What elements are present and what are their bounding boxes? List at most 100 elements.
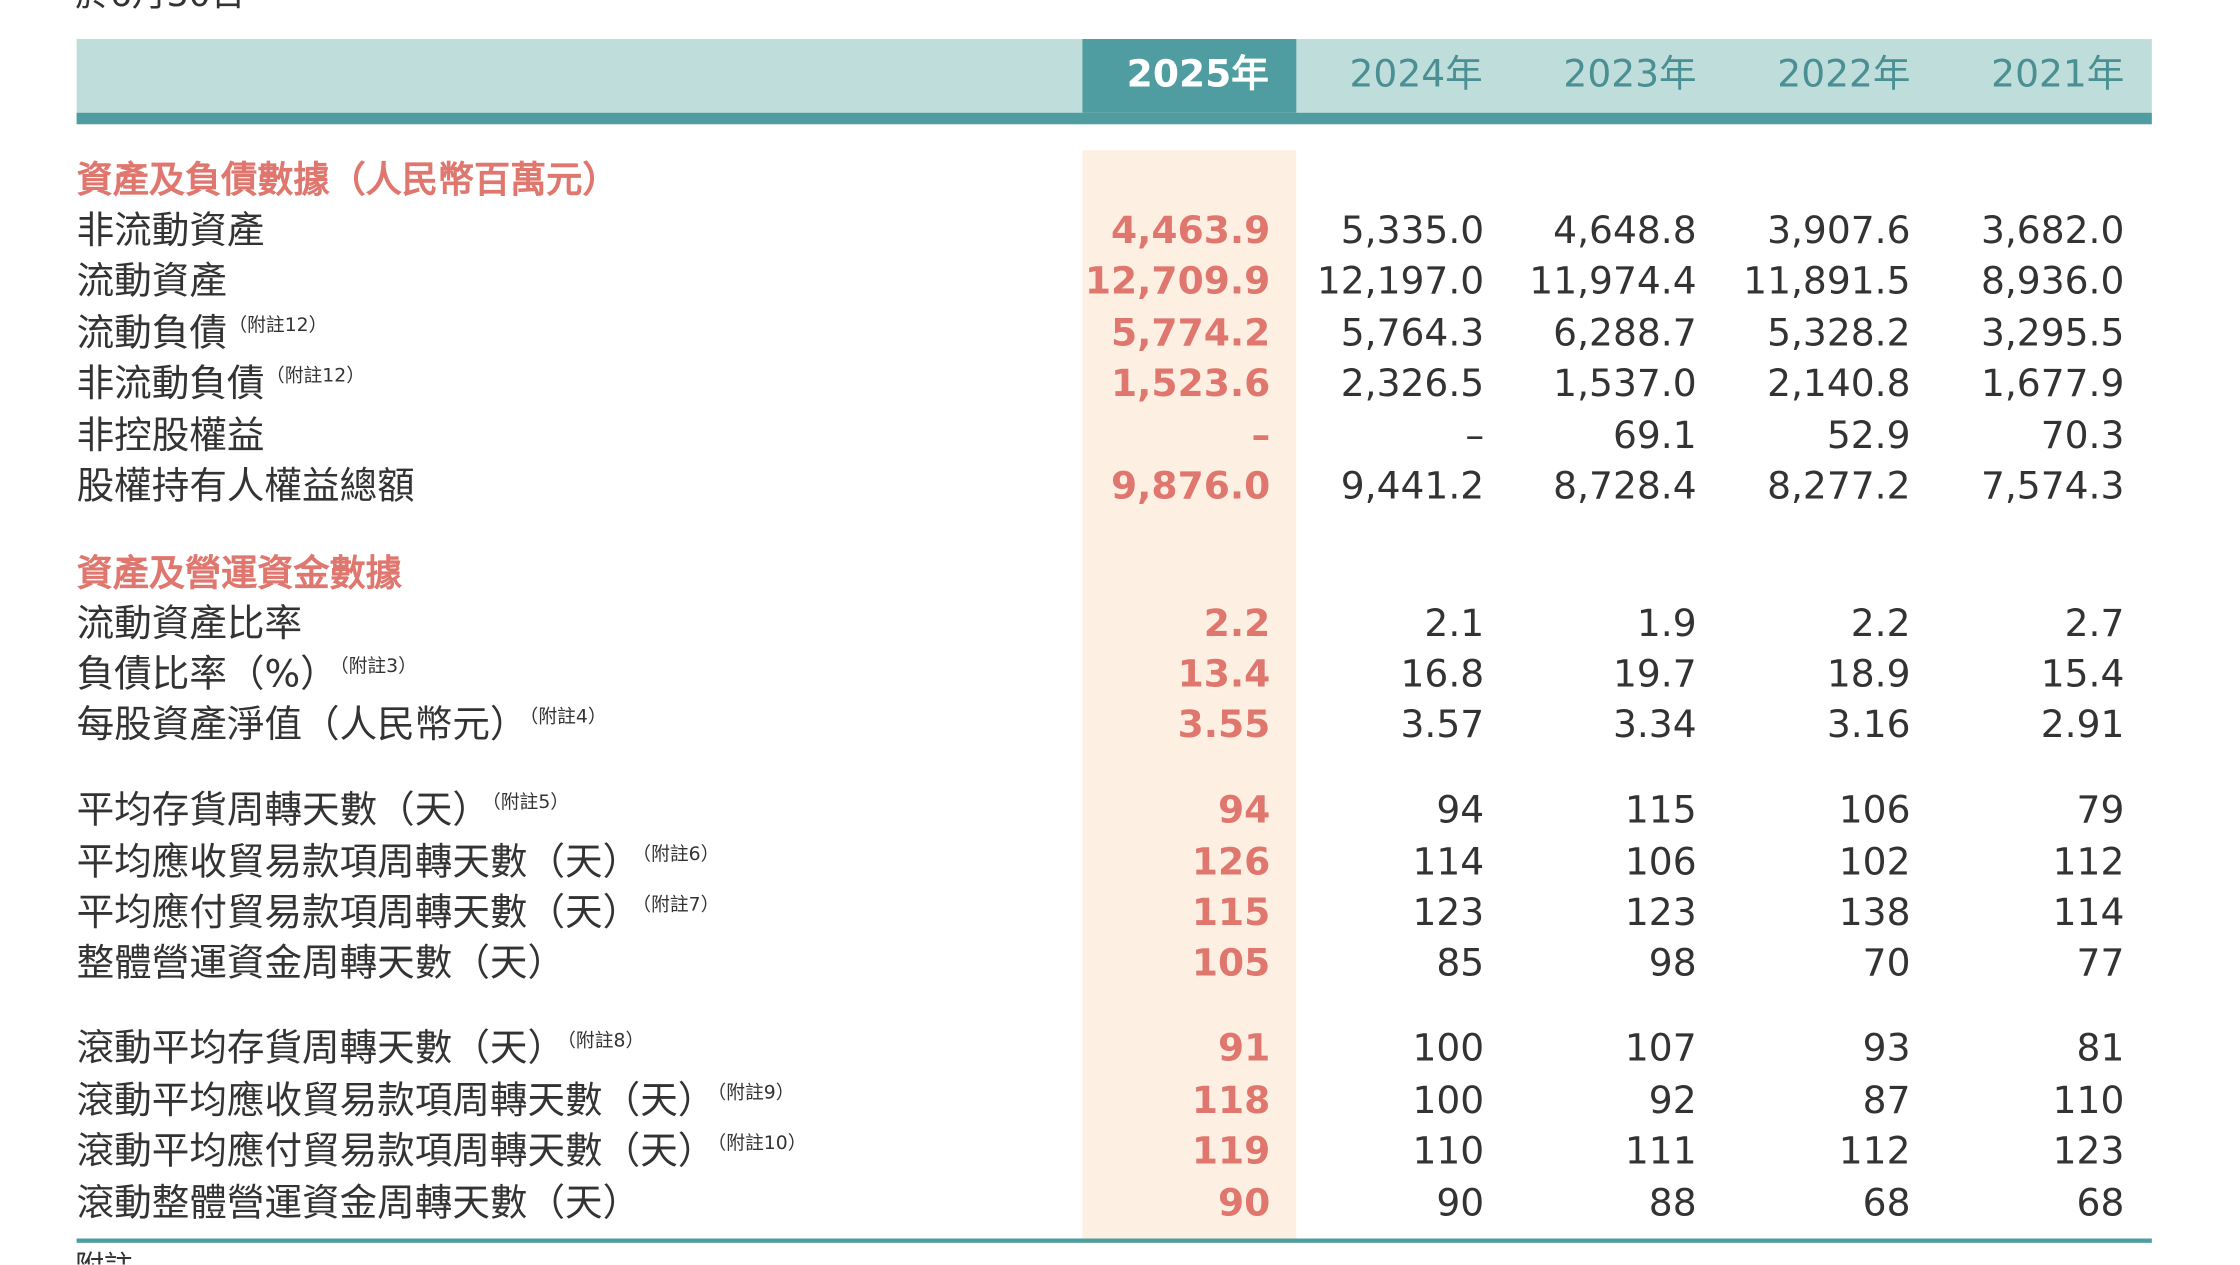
value-cell: 5,335.0: [1340, 208, 1485, 253]
row-label: 整體營運資金周轉天數（天）: [77, 939, 565, 990]
value-cell: 18.9: [1826, 652, 1911, 696]
current-year-value-cell: 13.4: [1177, 652, 1271, 696]
row-label: 每股資產淨值（人民幣元）（附註4）: [77, 700, 607, 751]
row-label: 流動資產: [77, 257, 227, 308]
row-footnote-ref: （附註6）: [641, 843, 720, 865]
value-cell: 3.16: [1826, 703, 1911, 747]
value-cell: 1.9: [1636, 601, 1697, 646]
value-cell: 3.34: [1612, 703, 1697, 747]
year-header-2: 2023年: [1563, 53, 1697, 97]
row-label-text: 非控股權益: [76, 414, 265, 458]
value-cell: 8,728.4: [1553, 464, 1697, 508]
current-year-header-highlight: [1082, 39, 1297, 113]
row-label-text: 平均應收貿易款項周轉天數（天）: [76, 840, 641, 884]
value-cell: 94: [1436, 788, 1485, 832]
value-cell: 3,682.0: [1980, 208, 2125, 253]
current-year-value-cell: 90: [1217, 1181, 1271, 1225]
row-label-text: 平均存貨周轉天數（天）: [76, 788, 490, 832]
value-cell: 9,441.2: [1340, 464, 1485, 508]
row-label: 平均應收貿易款項周轉天數（天）（附註6）: [77, 837, 720, 888]
value-cell: 2,140.8: [1767, 362, 1911, 406]
footnote-heading-cutoff: 附註: [75, 1252, 133, 1265]
current-year-value-cell: 1,523.6: [1111, 362, 1271, 406]
value-cell: 112: [1838, 1129, 1911, 1173]
row-label-text: 非流動負債: [76, 362, 265, 406]
row-label-text: 流動負債: [76, 311, 227, 355]
current-year-value-cell: 94: [1217, 788, 1271, 832]
row-label: 流動資產比率: [77, 599, 302, 650]
current-year-value-cell: 4,463.9: [1111, 208, 1271, 253]
row-footnote-ref: （附註10）: [716, 1132, 807, 1154]
section-title: 資產及營運資金數據: [76, 551, 402, 594]
cutoff-header-text: 於6月30日: [75, 0, 245, 9]
value-cell: 5,764.3: [1340, 311, 1485, 355]
row-label: 非流動資產: [77, 206, 265, 257]
row-label-text: 負債比率（%）: [76, 652, 338, 696]
table-bottom-rule: [76, 1238, 2152, 1243]
year-header-1: 2024年: [1349, 53, 1483, 97]
value-cell: 88: [1648, 1181, 1697, 1225]
row-label: 平均存貨周轉天數（天）（附註5）: [77, 785, 570, 836]
row-label: 滾動平均應收貿易款項周轉天數（天）（附註9）: [77, 1076, 795, 1127]
current-year-value-cell: –: [1251, 414, 1271, 458]
row-footnote-ref: （附註4）: [528, 705, 607, 728]
value-cell: 2,326.5: [1340, 362, 1485, 406]
row-label-text: 每股資產淨值（人民幣元）: [76, 703, 528, 747]
value-cell: 2.1: [1424, 601, 1485, 646]
current-year-value-cell: 118: [1191, 1078, 1271, 1123]
value-cell: 106: [1838, 788, 1911, 832]
row-label: 滾動平均應付貿易款項周轉天數（天）（附註10）: [77, 1127, 807, 1178]
value-cell: 8,936.0: [1980, 259, 2125, 303]
value-cell: 70.3: [2040, 414, 2125, 458]
row-label-text: 滾動平均存貨周轉天數（天）: [76, 1026, 566, 1071]
row-label-text: 流動資產比率: [76, 601, 303, 646]
value-cell: 3,295.5: [1980, 311, 2125, 355]
value-cell: 123: [1624, 890, 1697, 935]
current-year-value-cell: 3.55: [1177, 703, 1271, 747]
value-cell: 87: [1862, 1078, 1911, 1123]
row-footnote-ref: （附註5）: [491, 791, 570, 813]
current-year-value-cell: 9,876.0: [1111, 464, 1271, 508]
value-cell: 8,277.2: [1767, 464, 1911, 508]
value-cell: 92: [1648, 1078, 1697, 1123]
value-cell: 1,677.9: [1980, 362, 2125, 406]
row-footnote-ref: （附註3）: [339, 655, 417, 678]
value-cell: 110: [1412, 1129, 1485, 1173]
current-year-value-cell: 2.2: [1203, 601, 1271, 646]
row-footnote-ref: （附註12）: [265, 364, 365, 387]
value-cell: 112: [2052, 840, 2125, 884]
value-cell: 6,288.7: [1553, 311, 1697, 355]
value-cell: 100: [1412, 1078, 1485, 1123]
value-cell: 7,574.3: [1980, 464, 2125, 508]
value-cell: 70: [1862, 941, 1911, 985]
value-cell: 110: [2052, 1078, 2125, 1123]
row-label: 流動負債（附註12）: [77, 309, 328, 360]
value-cell: 114: [1412, 840, 1485, 884]
value-cell: 138: [1838, 890, 1911, 935]
value-cell: 11,974.4: [1529, 259, 1697, 303]
value-cell: 3.57: [1400, 703, 1485, 747]
value-cell: 3,907.6: [1767, 208, 1911, 253]
current-year-value-cell: 91: [1217, 1026, 1271, 1071]
row-label: 滾動整體營運資金周轉天數（天）: [77, 1179, 641, 1230]
year-header-0: 2025年: [1126, 53, 1269, 97]
value-cell: 102: [1838, 840, 1911, 884]
current-year-value-cell: 119: [1191, 1129, 1271, 1173]
row-footnote-ref: （附註7）: [641, 893, 720, 916]
value-cell: 115: [1624, 788, 1697, 832]
value-cell: 2.7: [2064, 601, 2125, 646]
value-cell: 77: [2076, 941, 2125, 985]
row-label-text: 流動資產: [76, 259, 227, 303]
section-title: 資產及負債數據（人民幣百萬元）: [76, 158, 619, 201]
value-cell: 123: [1412, 890, 1485, 935]
value-cell: 2.91: [2040, 703, 2125, 747]
value-cell: 52.9: [1826, 414, 1911, 458]
value-cell: 79: [2076, 788, 2125, 832]
value-cell: 2.2: [1850, 601, 1911, 646]
current-year-value-cell: 105: [1191, 941, 1271, 985]
row-label: 平均應付貿易款項周轉天數（天）（附註7）: [77, 888, 720, 939]
value-cell: 123: [2052, 1129, 2125, 1173]
current-year-column-highlight: [1082, 150, 1297, 1240]
row-label: 負債比率（%）（附註3）: [77, 650, 417, 701]
